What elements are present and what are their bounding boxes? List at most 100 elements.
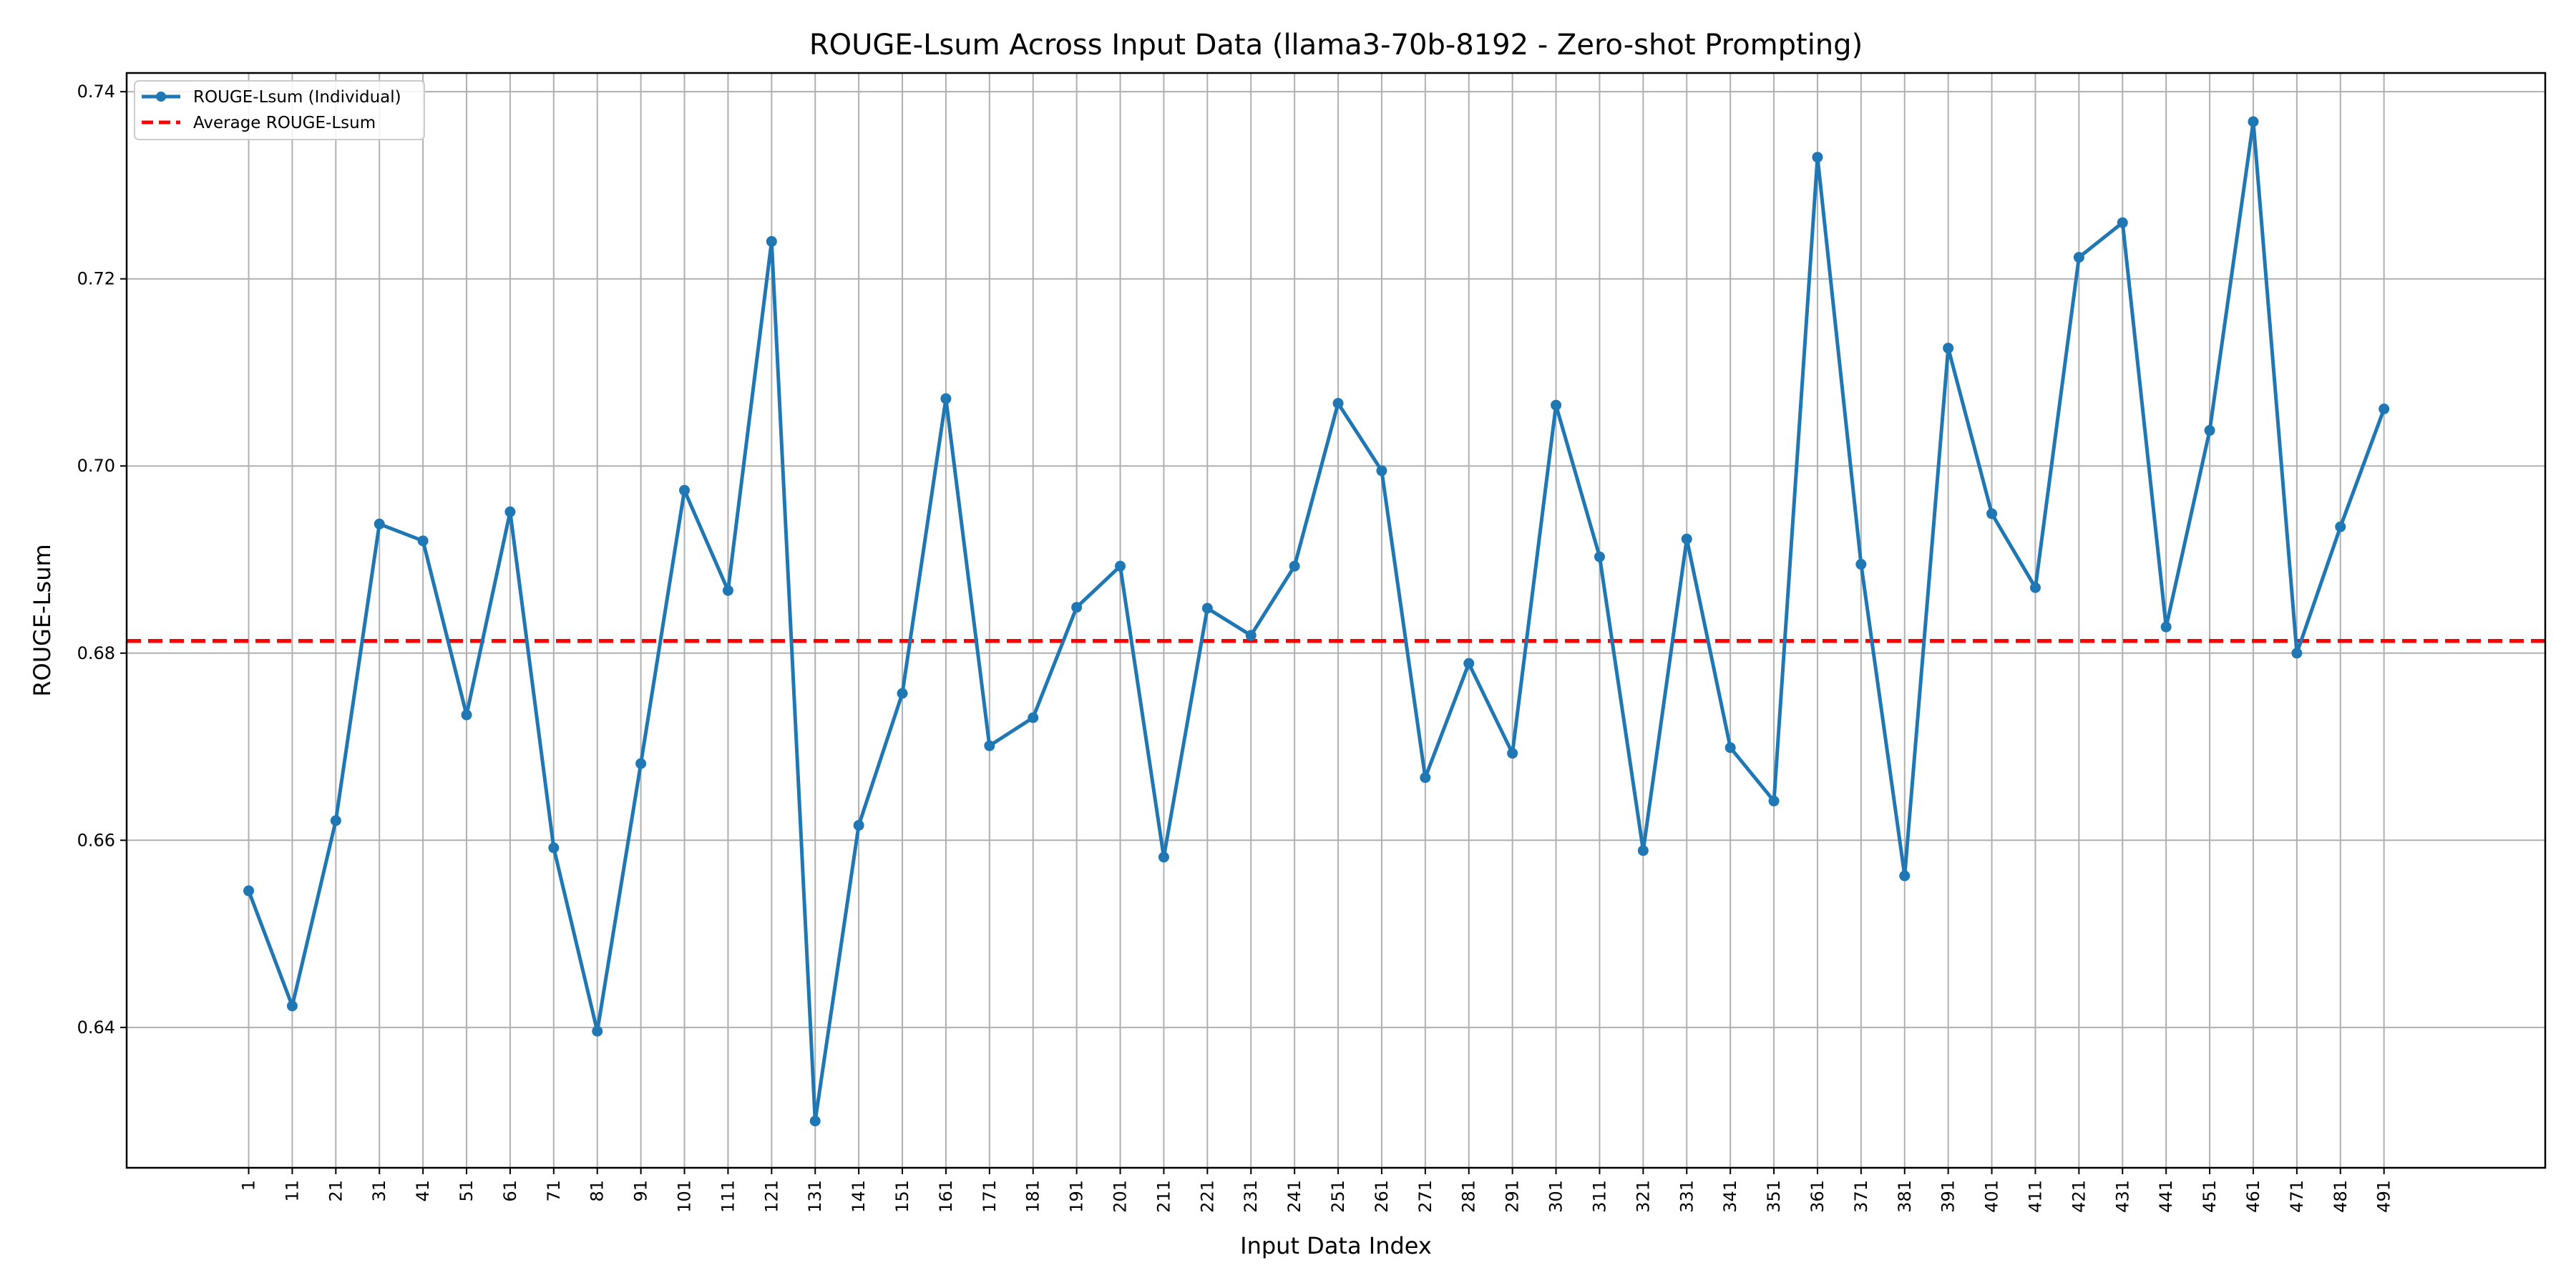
data-point: [1332, 398, 1344, 409]
plot-frame: [125, 72, 2547, 1169]
x-tick-label: 121: [761, 1180, 781, 1213]
y-tick-label: 0.72: [77, 269, 115, 289]
data-point: [853, 819, 864, 831]
data-point: [592, 1025, 603, 1037]
x-tick-label: 251: [1328, 1180, 1348, 1213]
x-tick-label: 151: [892, 1180, 912, 1213]
x-tick-label: 351: [1764, 1180, 1784, 1213]
data-point: [1376, 465, 1387, 477]
x-axis-ticks: 1 11 21 31 41 51 61 71 81 91 101 111 121 131 141 151 161…: [239, 1168, 2394, 1213]
data-point: [1420, 772, 1431, 784]
data-point: [2335, 521, 2346, 532]
x-tick-label: 21: [326, 1180, 346, 1202]
x-tick-label: 441: [2156, 1180, 2176, 1213]
x-tick-label: 341: [1720, 1180, 1740, 1213]
data-point: [1768, 795, 1780, 806]
legend: ROUGE-Lsum (Individual) Average ROUGE-Ls…: [134, 80, 425, 140]
data-point: [722, 585, 733, 596]
x-tick-label: 91: [631, 1180, 651, 1202]
x-tick-label: 51: [457, 1180, 477, 1202]
data-point: [1943, 342, 1954, 353]
x-tick-label: 1: [239, 1180, 259, 1191]
data-point: [461, 709, 472, 721]
x-tick-label: 411: [2025, 1180, 2045, 1213]
x-tick-label: 281: [1459, 1180, 1479, 1213]
data-point: [548, 842, 560, 854]
y-tick-label: 0.74: [77, 82, 115, 102]
data-point: [1115, 560, 1126, 572]
data-point: [2204, 425, 2215, 436]
data-point: [2073, 252, 2084, 263]
x-tick-label: 391: [1938, 1180, 1958, 1213]
x-tick-label: 311: [1589, 1180, 1609, 1213]
x-tick-label: 191: [1067, 1180, 1087, 1213]
x-tick-label: 41: [413, 1180, 433, 1202]
x-tick-label: 321: [1633, 1180, 1653, 1213]
x-tick-label: 231: [1241, 1180, 1261, 1213]
data-point: [940, 393, 952, 404]
data-point: [1594, 551, 1605, 562]
x-tick-label: 491: [2374, 1180, 2394, 1213]
data-point: [286, 1000, 298, 1012]
data-point: [1289, 560, 1300, 572]
data-point: [1463, 658, 1475, 669]
x-tick-label: 81: [587, 1180, 608, 1202]
data-point: [1507, 748, 1518, 759]
x-tick-label: 451: [2200, 1180, 2220, 1213]
x-tick-label: 481: [2331, 1180, 2351, 1213]
data-point: [374, 518, 385, 530]
data-point: [1855, 559, 1867, 570]
x-tick-label: 11: [282, 1180, 302, 1202]
x-tick-label: 381: [1895, 1180, 1915, 1213]
data-point: [2160, 621, 2172, 633]
data-point: [2379, 403, 2390, 414]
data-point: [330, 815, 341, 826]
x-tick-label: 461: [2243, 1180, 2263, 1213]
x-tick-label: 221: [1197, 1180, 1217, 1213]
x-axis-label: Input Data Index: [1240, 1232, 1432, 1259]
x-tick-label: 301: [1546, 1180, 1566, 1213]
x-tick-label: 171: [980, 1180, 1000, 1213]
legend-label-average: Average ROUGE-Lsum: [193, 114, 376, 132]
x-tick-label: 31: [369, 1180, 389, 1202]
y-tick-label: 0.64: [77, 1018, 115, 1038]
data-point: [1986, 508, 1998, 519]
data-point: [2291, 648, 2303, 659]
x-tick-label: 161: [936, 1180, 956, 1213]
data-point: [1724, 742, 1736, 753]
legend-marker-individual: [156, 92, 166, 102]
data-point: [417, 535, 429, 547]
x-tick-label: 371: [1851, 1180, 1871, 1213]
x-tick-label: 421: [2069, 1180, 2089, 1213]
x-tick-label: 331: [1677, 1180, 1697, 1213]
x-tick-label: 271: [1415, 1180, 1435, 1213]
y-tick-label: 0.70: [77, 456, 115, 476]
x-tick-label: 241: [1284, 1180, 1304, 1213]
y-axis-ticks: 0.64 0.66 0.68 0.70 0.72 0.74: [77, 82, 127, 1038]
data-point: [1551, 399, 1562, 411]
data-point: [1201, 602, 1213, 614]
data-point: [504, 506, 516, 517]
data-point: [1071, 602, 1083, 613]
data-point: [679, 484, 691, 496]
data-point: [766, 235, 777, 247]
data-point: [984, 740, 995, 751]
data-point: [243, 885, 255, 897]
x-tick-label: 111: [718, 1180, 738, 1213]
data-point: [635, 758, 647, 769]
series-line-individual: [247, 119, 2386, 1123]
data-point: [1028, 712, 1039, 723]
x-tick-label: 131: [805, 1180, 825, 1213]
series-layer: [243, 116, 2390, 1127]
data-point: [1681, 533, 1692, 545]
x-tick-label: 61: [500, 1180, 520, 1202]
data-point: [1899, 870, 1911, 882]
data-point: [809, 1116, 821, 1127]
data-point: [1812, 152, 1823, 163]
data-point: [1245, 630, 1257, 641]
y-tick-label: 0.66: [77, 830, 115, 850]
legend-box: [134, 80, 425, 140]
x-tick-label: 201: [1111, 1180, 1131, 1213]
x-tick-label: 211: [1153, 1180, 1174, 1213]
